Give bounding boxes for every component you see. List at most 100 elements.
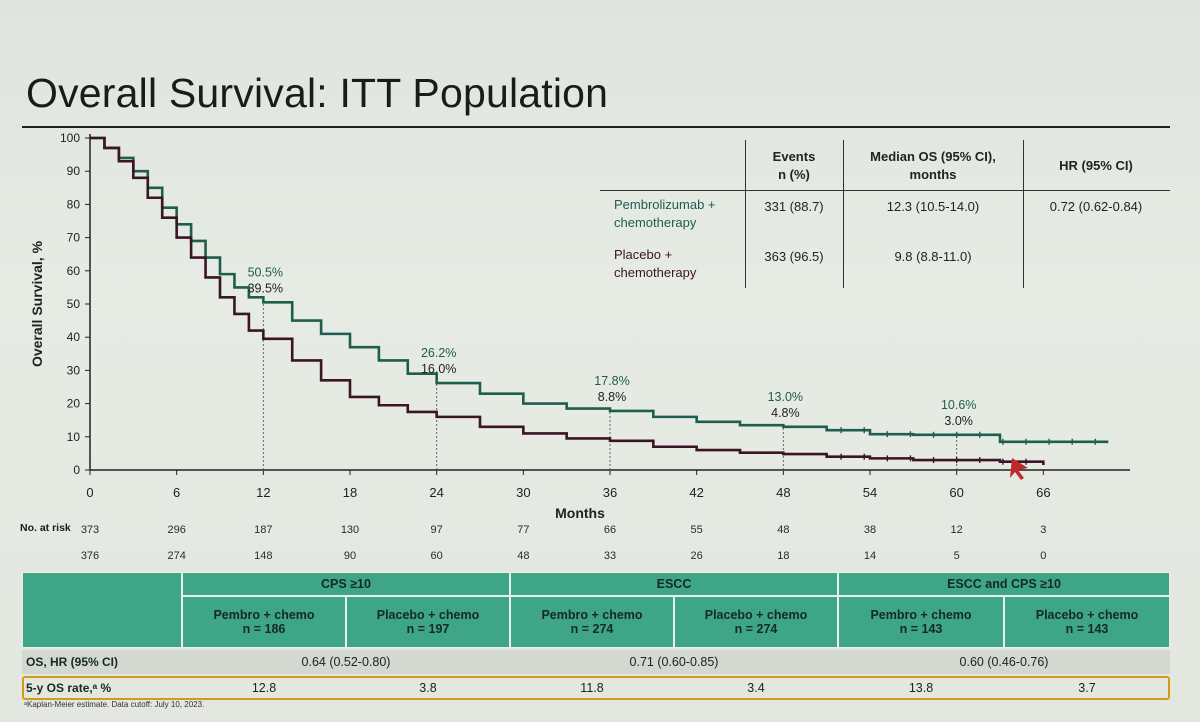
hr-row-label: OS, HR (95% CI)	[26, 655, 119, 669]
arm-label: Placebo + chemo	[376, 608, 480, 622]
risk-pembro-value: 77	[517, 524, 530, 536]
risk-pembro-value: 55	[690, 524, 703, 536]
y-tick-label: 10	[67, 430, 81, 444]
km-chart: 0 10 20 30 40 50 60 70 80 90 100 0 6 12 18 24 30 36 42 48 54…	[29, 131, 1130, 521]
rate-value: 3.8	[419, 681, 437, 695]
arm-header: Pembro + chemo n = 186	[182, 596, 346, 648]
y-tick-label: 80	[67, 197, 81, 211]
rate-value: 3.7	[1078, 681, 1096, 695]
y-tick-label: 30	[67, 363, 81, 377]
header-hr: HR (95% CI)	[1059, 158, 1133, 173]
annotation-pembro: 50.5%	[248, 265, 283, 279]
risk-placebo-value: 60	[430, 550, 443, 562]
y-tick-label: 20	[67, 397, 81, 411]
subgroup-corner	[22, 572, 182, 648]
risk-placebo-value: 33	[603, 550, 617, 562]
y-axis-label: Overall Survival, %	[29, 240, 45, 367]
header-median: Median OS (95% CI), months	[870, 149, 996, 182]
arm-label: Placebo + chemo	[704, 608, 808, 622]
arm-n: n = 274	[570, 622, 614, 636]
row-pembro-hr: 0.72 (0.62-0.84)	[1049, 199, 1143, 214]
y-tick-label: 60	[67, 264, 81, 278]
risk-placebo-value: 18	[777, 550, 790, 562]
series-line-placebo	[90, 136, 1045, 466]
subgroup-table: CPS ≥10 ESCC ESCC and CPS ≥10 Pembro + c…	[22, 570, 1170, 700]
annotation-pembro: 10.6%	[941, 398, 976, 412]
arm-header: Placebo + chemo n = 143	[1004, 596, 1170, 648]
x-axis-label: Months	[555, 505, 605, 521]
row-placebo-median: 9.8 (8.8-11.0)	[894, 249, 972, 264]
pointer-arrow-icon	[1010, 458, 1028, 480]
x-tick-label: 6	[173, 485, 180, 500]
row-placebo-arm: Placebo + chemotherapy	[614, 247, 697, 280]
x-tick-label: 18	[343, 485, 357, 500]
risk-label: No. at risk	[20, 522, 71, 534]
rate-value: 11.8	[580, 681, 604, 695]
row-pembro-median: 12.3 (10.5-14.0)	[886, 199, 980, 214]
table-header-rule	[600, 190, 1170, 191]
header-events: Events n (%)	[772, 149, 816, 182]
rate-row-label: 5-y OS rate,ᵃ %	[26, 681, 112, 695]
x-tick-label: 36	[603, 485, 617, 500]
hr-value-escc-cps: 0.60 (0.46-0.76)	[959, 655, 1049, 669]
risk-placebo-value: 0	[1040, 550, 1047, 562]
row-pembro-arm: Pembrolizumab + chemotherapy	[614, 197, 716, 230]
annotation-pembro: 17.8%	[594, 374, 629, 388]
risk-pembro-value: 38	[863, 524, 877, 536]
arm-n: n = 143	[899, 622, 943, 636]
group-header-escc-cps: ESCC and CPS ≥10	[838, 572, 1170, 596]
annotation-placebo: 3.0%	[944, 414, 973, 428]
footnote: ᵃKaplan-Meier estimate. Data cutoff: Jul…	[24, 700, 205, 709]
risk-pembro-value: 373	[80, 524, 100, 536]
risk-placebo-value: 148	[254, 550, 273, 562]
arm-header: Pembro + chemo n = 274	[510, 596, 674, 648]
y-tick-label: 70	[67, 231, 81, 245]
y-tick-label: 50	[67, 297, 81, 311]
risk-placebo-value: 90	[343, 550, 357, 562]
x-tick-label: 12	[256, 485, 270, 500]
table-divider	[745, 140, 746, 288]
risk-pembro-value: 3	[1040, 524, 1047, 536]
annotation-placebo: 39.5%	[248, 281, 283, 295]
annotation-placebo: 8.8%	[598, 390, 627, 404]
arm-label: Pembro + chemo	[541, 608, 643, 622]
x-tick-label: 66	[1036, 485, 1050, 500]
risk-pembro-value: 296	[167, 524, 186, 536]
annotation-pembro: 26.2%	[421, 346, 456, 360]
risk-placebo-value: 26	[690, 550, 703, 562]
x-tick-label: 54	[863, 485, 877, 500]
y-tick-label: 40	[67, 330, 81, 344]
y-tick-label: 0	[73, 463, 80, 477]
x-tick-label: 0	[86, 485, 93, 500]
table-divider	[1023, 140, 1024, 288]
risk-placebo-value: 48	[517, 550, 530, 562]
rate-value: 3.4	[747, 681, 765, 695]
arm-header: Placebo + chemo n = 274	[674, 596, 838, 648]
title-rule	[22, 126, 1170, 128]
arm-label: Pembro + chemo	[870, 608, 972, 622]
group-header-escc: ESCC	[510, 572, 838, 596]
risk-pembro-value: 12	[950, 524, 963, 536]
group-header-cps: CPS ≥10	[182, 572, 510, 596]
arm-n: n = 143	[1065, 622, 1109, 636]
series-line-pembro	[90, 136, 1109, 444]
x-tick-label: 30	[516, 485, 530, 500]
risk-pembro-value: 48	[777, 524, 790, 536]
arm-label: Pembro + chemo	[213, 608, 315, 622]
hr-value-escc: 0.71 (0.60-0.85)	[629, 655, 719, 669]
arm-n: n = 274	[734, 622, 778, 636]
rate-highlight-box	[22, 676, 1170, 700]
row-placebo-events: 363 (96.5)	[764, 249, 824, 264]
risk-placebo-value: 376	[80, 550, 100, 562]
slide-title: Overall Survival: ITT Population	[26, 70, 609, 116]
rate-value: 13.8	[908, 681, 934, 695]
hr-value-cps: 0.64 (0.52-0.80)	[301, 655, 391, 669]
x-tick-label: 24	[429, 485, 443, 500]
risk-placebo-value: 274	[167, 550, 186, 562]
arm-header: Placebo + chemo n = 197	[346, 596, 510, 648]
rate-value: 12.8	[251, 681, 277, 695]
risk-pembro-value: 187	[254, 524, 273, 536]
row-pembro-events: 331 (88.7)	[764, 199, 824, 214]
risk-pembro-value: 66	[603, 524, 617, 536]
